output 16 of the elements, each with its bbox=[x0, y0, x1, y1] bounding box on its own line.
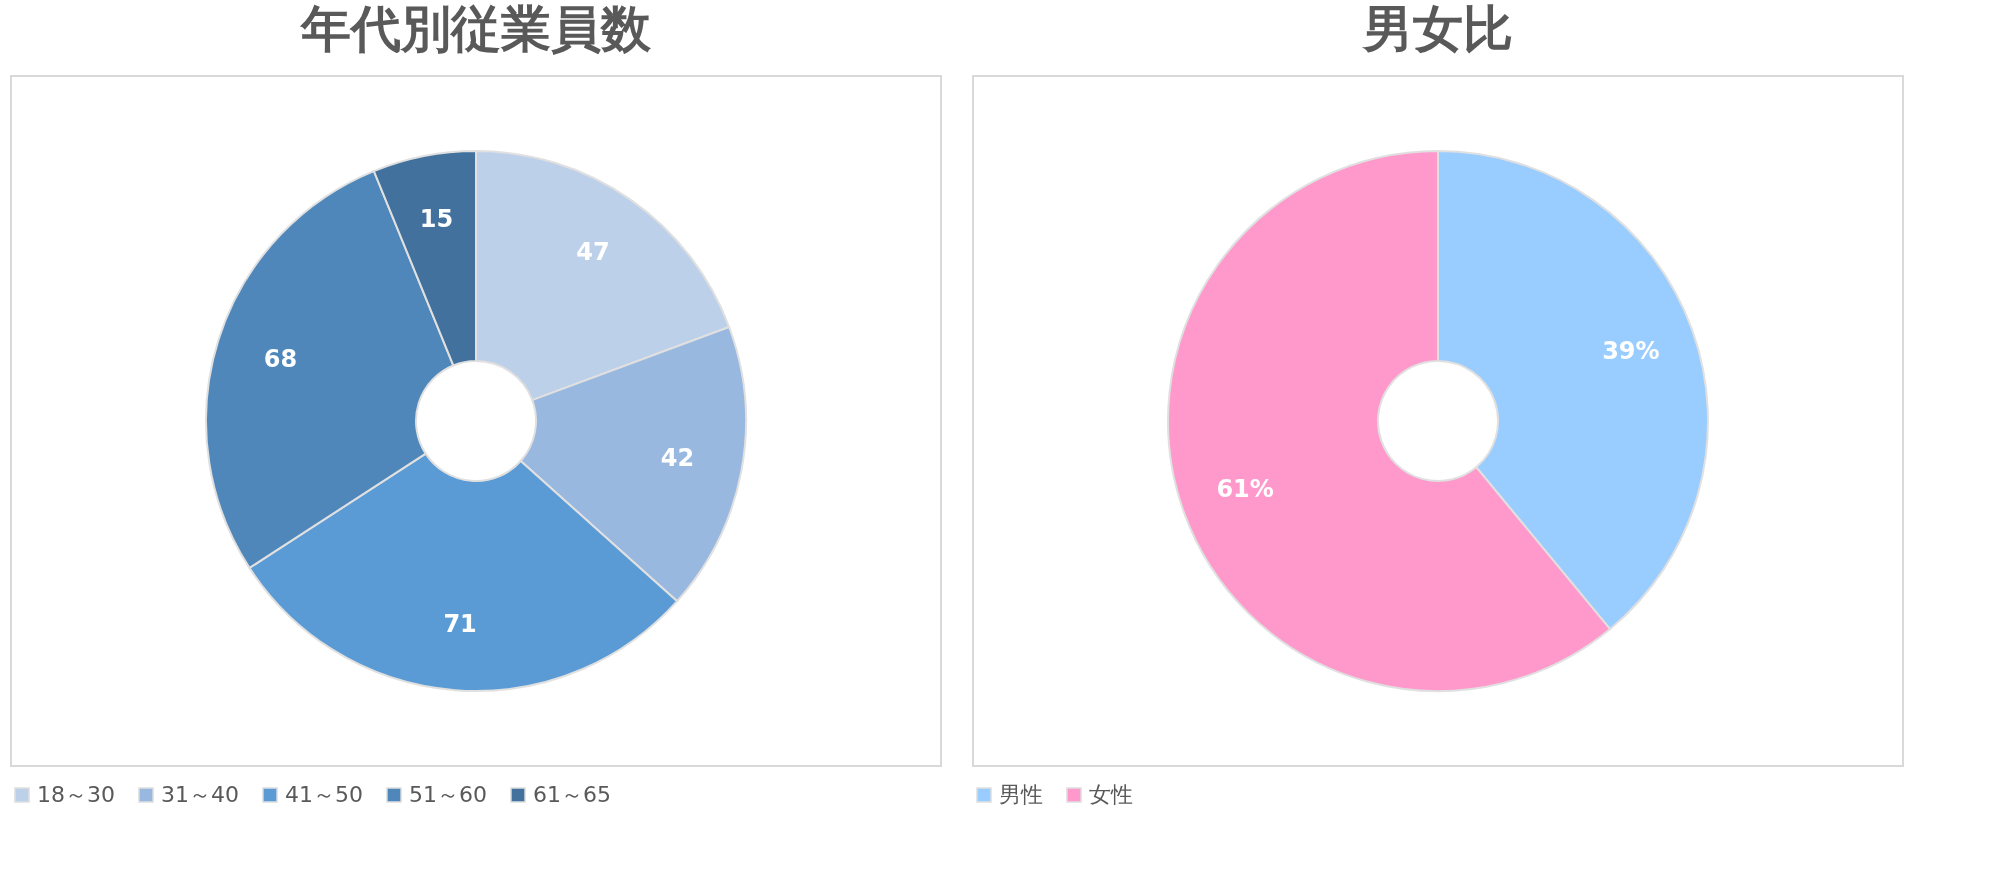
legend-label: 61～65 bbox=[533, 782, 611, 807]
legend-label: 18～30 bbox=[37, 782, 115, 807]
chart-title: 男女比 bbox=[1361, 0, 1513, 58]
data-label: 47 bbox=[576, 237, 610, 266]
data-label: 68 bbox=[263, 344, 298, 373]
legend-label: 31～40 bbox=[161, 782, 239, 807]
data-label: 71 bbox=[443, 610, 477, 639]
legend-label: 男性 bbox=[999, 782, 1043, 807]
data-label: 61% bbox=[1216, 475, 1274, 504]
chart-title: 年代別従業員数 bbox=[299, 0, 652, 58]
data-label: 39% bbox=[1602, 336, 1660, 365]
legend-label: 女性 bbox=[1089, 782, 1133, 807]
legend-label: 41～50 bbox=[285, 782, 363, 807]
legend-label: 51～60 bbox=[409, 782, 487, 807]
data-label: 42 bbox=[660, 444, 695, 473]
data-label: 15 bbox=[419, 204, 454, 233]
